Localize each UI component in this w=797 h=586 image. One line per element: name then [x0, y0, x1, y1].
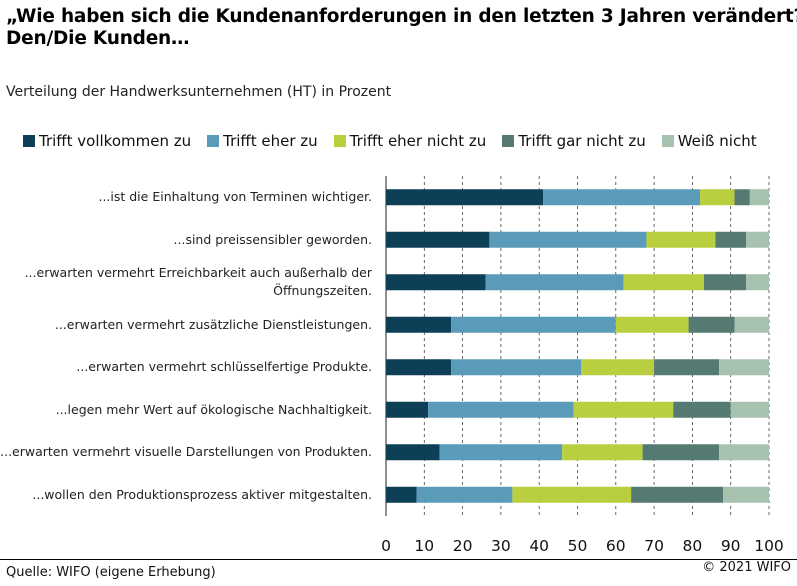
chart-legend: Trifft vollkommen zu Trifft eher zu Trifft…	[23, 130, 773, 152]
category-label: ...erwarten vermehrt schlüsselfertige Pr…	[0, 358, 372, 376]
category-label: ...legen mehr Wert auf ökologische Nachh…	[0, 401, 372, 419]
legend-swatch-trifft-vollkommen-zu	[23, 135, 35, 147]
x-tick-label: 80	[682, 537, 703, 555]
bar-segment-weiss-nicht	[723, 486, 769, 503]
category-label-line: ...erwarten vermehrt zusätzliche Dienstl…	[54, 316, 372, 332]
bar-segment-weiss-nicht	[734, 316, 769, 333]
legend-swatch-trifft-eher-nicht-zu	[333, 135, 346, 147]
bar-segment-trifft-vollkommen-zu	[386, 486, 417, 503]
legend-label: Trifft eher zu	[223, 132, 318, 150]
legend-swatch-trifft-gar-nicht-zu	[502, 135, 515, 147]
bar-segment-trifft-eher-zu	[451, 359, 582, 376]
bar-segment-trifft-eher-nicht-zu	[562, 444, 643, 461]
bar-segment-trifft-gar-nicht-zu	[703, 274, 747, 291]
copyright-note: © 2021 WIFO	[702, 560, 791, 575]
category-label-line: ...erwarten vermehrt schlüsselfertige Pr…	[76, 359, 372, 375]
bar-segment-weiss-nicht	[719, 444, 769, 461]
bar-segment-trifft-gar-nicht-zu	[734, 189, 750, 206]
x-tick-label: 60	[605, 537, 626, 555]
x-tick-label: 70	[644, 537, 664, 555]
bar-segment-trifft-eher-zu	[543, 189, 701, 206]
x-tick-label: 100	[754, 537, 784, 555]
category-label: ...erwarten vermehrt visuelle Darstellun…	[0, 443, 372, 461]
legend-item-weiss-nicht: Weiß nicht	[661, 132, 757, 150]
category-label-line: ...sind preissensibler geworden.	[173, 231, 372, 247]
legend-item-trifft-gar-nicht-zu: Trifft gar nicht zu	[502, 132, 646, 150]
bar-segment-trifft-eher-zu	[451, 316, 616, 333]
category-label: ...wollen den Produktionsprozess aktiver…	[0, 486, 372, 504]
category-label-line: ...ist die Einhaltung von Terminen wicht…	[98, 189, 372, 205]
bar-segment-trifft-vollkommen-zu	[386, 189, 544, 206]
bar-segment-trifft-vollkommen-zu	[386, 316, 452, 333]
legend-item-trifft-eher-zu: Trifft eher zu	[207, 132, 318, 150]
legend-label: Weiß nicht	[677, 132, 757, 150]
bar-segment-trifft-eher-zu	[485, 274, 624, 291]
chart-subtitle: Verteilung der Handwerksunternehmen (HT)…	[6, 84, 392, 100]
bar-segment-trifft-vollkommen-zu	[386, 359, 452, 376]
bar-segment-weiss-nicht	[749, 189, 769, 206]
x-tick-label: 40	[529, 537, 550, 555]
bar-segment-weiss-nicht	[746, 274, 769, 291]
footer-divider	[0, 559, 797, 560]
bar-segment-trifft-eher-nicht-zu	[623, 274, 704, 291]
x-tick-label: 0	[381, 537, 391, 555]
bar-segment-trifft-gar-nicht-zu	[673, 401, 731, 418]
bar-segment-trifft-gar-nicht-zu	[715, 231, 747, 248]
x-tick-label: 90	[720, 537, 741, 555]
bar-segment-trifft-vollkommen-zu	[386, 401, 429, 418]
bar-segment-trifft-vollkommen-zu	[386, 274, 486, 291]
x-tick-label: 20	[452, 537, 473, 555]
bar-segment-trifft-eher-nicht-zu	[581, 359, 655, 376]
category-label: ...ist die Einhaltung von Terminen wicht…	[0, 188, 372, 206]
x-tick-label: 50	[567, 537, 588, 555]
legend-swatch-trifft-eher-zu	[207, 135, 220, 147]
bar-segment-trifft-eher-nicht-zu	[512, 486, 632, 503]
legend-label: Trifft gar nicht zu	[518, 132, 646, 150]
bar-segment-trifft-vollkommen-zu	[386, 231, 490, 248]
category-label: ...erwarten vermehrt zusätzliche Dienstl…	[0, 316, 372, 334]
category-label-line: ...erwarten vermehrt Erreichbarkeit auch…	[24, 265, 372, 281]
bar-segment-trifft-eher-zu	[489, 231, 647, 248]
x-tick-label: 30	[491, 537, 511, 555]
bar-segment-weiss-nicht	[719, 359, 769, 376]
bar-segment-trifft-gar-nicht-zu	[642, 444, 720, 461]
category-label: ...sind preissensibler geworden.	[0, 231, 372, 249]
legend-label: Trifft vollkommen zu	[39, 132, 192, 150]
category-label: ...erwarten vermehrt Erreichbarkeit auch…	[0, 264, 372, 300]
bar-segment-trifft-gar-nicht-zu	[654, 359, 720, 376]
bar-segment-trifft-eher-nicht-zu	[700, 189, 735, 206]
bar-segment-trifft-eher-zu	[428, 401, 574, 418]
chart-title-line-1: „Wie haben sich die Kundenanforderungen …	[6, 6, 797, 27]
category-label-line: ...wollen den Produktionsprozess aktiver…	[32, 486, 372, 502]
chart-title-line-2: Den/Die Kunden…	[6, 28, 190, 49]
bar-segment-weiss-nicht	[730, 401, 769, 418]
legend-swatch-weiss-nicht	[661, 135, 674, 147]
bar-segment-trifft-gar-nicht-zu	[688, 316, 735, 333]
bar-segment-trifft-eher-nicht-zu	[615, 316, 689, 333]
legend-item-trifft-vollkommen-zu: Trifft vollkommen zu	[23, 132, 191, 150]
legend-item-trifft-eher-nicht-zu: Trifft eher nicht zu	[333, 132, 487, 150]
bar-segment-weiss-nicht	[746, 231, 769, 248]
chart-title: „Wie haben sich die Kundenanforderungen …	[6, 6, 797, 50]
bar-segment-trifft-vollkommen-zu	[386, 444, 440, 461]
category-label-line: ...legen mehr Wert auf ökologische Nachh…	[55, 401, 372, 417]
bar-segment-trifft-eher-nicht-zu	[646, 231, 716, 248]
x-tick-label: 10	[414, 537, 435, 555]
legend-label: Trifft eher nicht zu	[349, 132, 487, 150]
bar-segment-trifft-eher-nicht-zu	[573, 401, 674, 418]
source-note: Quelle: WIFO (eigene Erhebung)	[6, 565, 216, 580]
bar-segment-trifft-eher-zu	[416, 486, 513, 503]
category-label-line: ...erwarten vermehrt visuelle Darstellun…	[0, 444, 372, 460]
category-label-line: Öffnungszeiten.	[273, 283, 372, 299]
bar-segment-trifft-eher-zu	[439, 444, 563, 461]
bar-segment-trifft-gar-nicht-zu	[631, 486, 724, 503]
